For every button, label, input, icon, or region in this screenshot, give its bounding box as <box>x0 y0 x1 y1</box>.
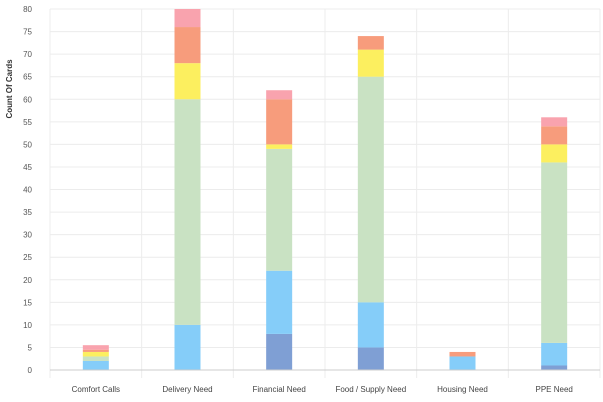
bar-segment[interactable] <box>357 36 384 50</box>
bar-segment[interactable] <box>82 356 109 361</box>
bar-segment[interactable] <box>449 351 476 357</box>
bar-segment[interactable] <box>174 324 201 370</box>
bar-segment[interactable] <box>82 345 109 350</box>
y-tick-label: 0 <box>28 366 33 375</box>
y-tick-label: 45 <box>23 163 32 172</box>
y-tick-label: 60 <box>23 95 32 104</box>
bar-segment[interactable] <box>541 144 568 163</box>
bar-segment[interactable] <box>82 360 109 370</box>
y-tick-label: 15 <box>23 298 32 307</box>
x-tick-label: Comfort Calls <box>72 385 120 394</box>
bar-segment[interactable] <box>174 99 201 325</box>
y-tick-label: 70 <box>23 50 32 59</box>
bar-segment[interactable] <box>357 49 384 77</box>
y-tick-label: 50 <box>23 140 32 149</box>
x-tick-label: Delivery Need <box>162 385 212 394</box>
x-tick-label: Financial Need <box>252 385 305 394</box>
y-tick-label: 40 <box>23 186 32 195</box>
y-axis-title: Count Of Cards <box>5 59 14 119</box>
bar-segment[interactable] <box>541 342 568 366</box>
y-tick-label: 55 <box>23 118 32 127</box>
bar-segment[interactable] <box>266 144 293 149</box>
grid-layer <box>49 8 601 378</box>
bars-layer <box>82 9 568 370</box>
bar-segment[interactable] <box>174 27 201 64</box>
bar-segment[interactable] <box>541 117 568 127</box>
bar-segment[interactable] <box>541 162 568 343</box>
y-tick-label: 35 <box>23 208 32 217</box>
y-tick-label: 25 <box>23 253 32 262</box>
y-tick-label: 30 <box>23 231 32 240</box>
bar-segment[interactable] <box>357 76 384 303</box>
x-tick-label: Food / Supply Need <box>335 385 406 394</box>
bar-segment[interactable] <box>266 270 293 334</box>
bar-segment[interactable] <box>174 63 201 100</box>
y-tick-label: 75 <box>23 28 32 37</box>
y-tick-label: 65 <box>23 73 32 82</box>
y-tick-label: 10 <box>23 321 32 330</box>
x-tick-label: PPE Need <box>535 385 572 394</box>
bar-segment[interactable] <box>266 99 293 145</box>
bar-segment[interactable] <box>449 356 476 370</box>
bar-segment[interactable] <box>266 90 293 100</box>
y-tick-label: 20 <box>23 276 32 285</box>
bar-segment[interactable] <box>357 302 384 348</box>
bar-segment[interactable] <box>357 347 384 370</box>
y-tick-label: 5 <box>28 343 33 352</box>
bar-segment[interactable] <box>82 351 109 357</box>
bar-segment[interactable] <box>266 333 293 370</box>
bar-segment[interactable] <box>174 9 201 28</box>
axis-layer: Count Of Cards 0 5 10 15 20 25 30 35 40 45 50 55 60 6… <box>5 5 600 394</box>
bar-segment[interactable] <box>541 365 568 370</box>
x-tick-label: Housing Need <box>437 385 488 394</box>
bar-segment[interactable] <box>82 349 109 352</box>
bar-segment[interactable] <box>541 126 568 145</box>
y-tick-label: 80 <box>23 5 32 14</box>
bar-segment[interactable] <box>266 148 293 271</box>
